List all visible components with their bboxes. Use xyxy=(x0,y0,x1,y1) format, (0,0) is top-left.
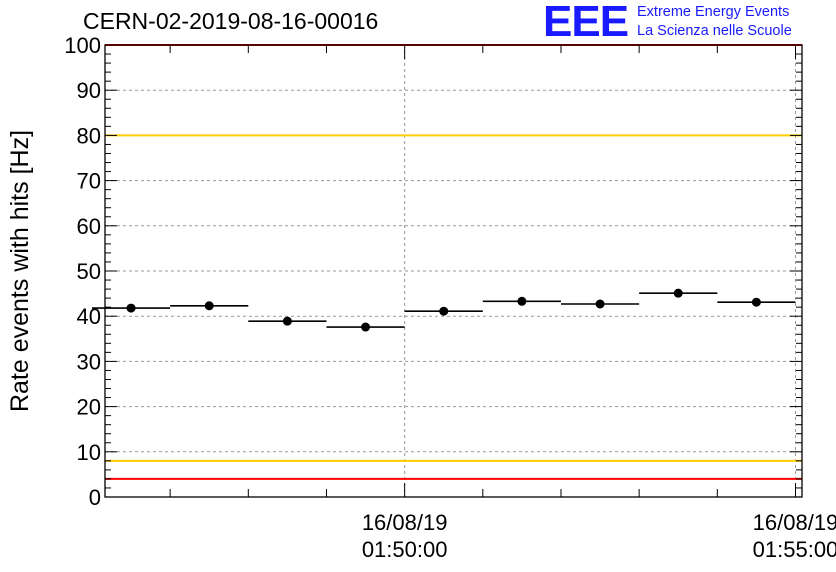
data-point xyxy=(595,299,605,309)
x-tick-label-date: 16/08/19 xyxy=(362,510,448,535)
y-tick-label: 40 xyxy=(77,304,101,329)
y-tick-label: 80 xyxy=(77,123,101,148)
logo-line-1: Extreme Energy Events xyxy=(637,4,790,20)
x-tick-label-time: 01:55:00 xyxy=(753,537,836,562)
y-tick-label: 50 xyxy=(77,259,101,284)
data-point xyxy=(126,303,136,313)
y-axis-label: Rate events with hits [Hz] xyxy=(6,130,34,412)
data-point xyxy=(204,301,214,311)
x-tick-label-date: 16/08/19 xyxy=(753,510,836,535)
y-tick-label: 20 xyxy=(77,395,101,420)
data-point xyxy=(517,296,527,306)
y-tick-label: 10 xyxy=(77,440,101,465)
data-point xyxy=(673,288,683,298)
data-point xyxy=(361,322,371,332)
y-tick-label: 60 xyxy=(77,214,101,239)
x-tick-label-time: 01:50:00 xyxy=(362,537,448,562)
y-tick-label: 90 xyxy=(77,78,101,103)
reference-lines xyxy=(105,44,802,480)
y-tick-label: 100 xyxy=(64,33,101,58)
logo-line-2: La Scienza nelle Scuole xyxy=(637,23,792,39)
data-point xyxy=(439,306,449,316)
y-tick-label: 70 xyxy=(77,169,101,194)
chart-title: CERN-02-2019-08-16-00016 xyxy=(83,8,379,34)
data-point xyxy=(751,297,761,307)
data-points xyxy=(91,288,796,332)
data-point xyxy=(282,316,292,326)
y-tick-label: 0 xyxy=(89,485,101,510)
logo-caption: Extreme Energy Events La Scienza nelle S… xyxy=(637,3,792,41)
axis-labels: 010203040506070809010016/08/1901:50:0016… xyxy=(6,33,836,562)
grid-lines xyxy=(105,45,802,497)
axis-ticks xyxy=(105,44,802,498)
eee-logo: EEE xyxy=(543,0,629,46)
y-tick-label: 30 xyxy=(77,349,101,374)
